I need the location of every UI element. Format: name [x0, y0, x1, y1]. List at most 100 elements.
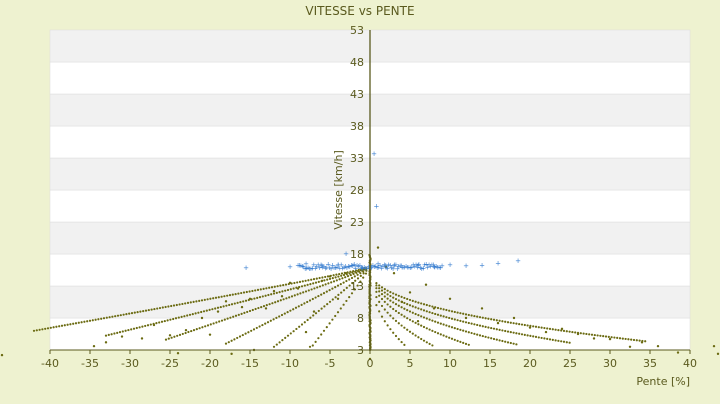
- data-point: [234, 302, 236, 304]
- data-point: [95, 319, 97, 321]
- data-point: [125, 313, 127, 315]
- data-point: [315, 312, 317, 314]
- data-point: [329, 275, 331, 277]
- data-point: [303, 302, 305, 304]
- data-point: [541, 337, 543, 339]
- data-point: [237, 302, 239, 304]
- data-point: [278, 315, 280, 317]
- data-point: [148, 309, 150, 311]
- data-point: [597, 334, 599, 336]
- data-point: [72, 323, 74, 325]
- data-point: [311, 288, 313, 290]
- data-point: [142, 310, 144, 312]
- data-point: [44, 328, 46, 330]
- data-point: [465, 330, 467, 332]
- data-point: +: [303, 260, 309, 268]
- data-point: [283, 298, 285, 300]
- data-point: [566, 330, 568, 332]
- data-point: [233, 338, 235, 340]
- data-point: [169, 319, 171, 321]
- data-point: [253, 297, 255, 299]
- data-point: [557, 329, 559, 331]
- data-point: [287, 289, 289, 291]
- data-point: [176, 304, 178, 306]
- data-point: [639, 340, 641, 342]
- data-point: [343, 274, 345, 276]
- data-point: [473, 323, 475, 325]
- data-point: [496, 339, 498, 341]
- data-point: [317, 295, 319, 297]
- data-point: [362, 277, 364, 279]
- data-point: [440, 308, 442, 310]
- data-point: [529, 335, 531, 337]
- data-point: [580, 332, 582, 334]
- data-point: [246, 311, 248, 313]
- data-point: [465, 313, 467, 315]
- data-point: [105, 341, 107, 343]
- data-point: [406, 317, 408, 319]
- data-point: [392, 308, 394, 310]
- data-point: [378, 284, 380, 286]
- data-point: [198, 300, 200, 302]
- data-point: [329, 301, 331, 303]
- data-point: [281, 339, 283, 341]
- data-point: [395, 303, 397, 305]
- data-point: [301, 285, 303, 287]
- data-point: [164, 320, 166, 322]
- data-point: [443, 315, 445, 317]
- data-point: [190, 301, 192, 303]
- data-point: [241, 313, 243, 315]
- data-point: [392, 317, 394, 319]
- data-point: [295, 307, 297, 309]
- data-point: [204, 299, 206, 301]
- data-point: [321, 276, 323, 278]
- data-point: [329, 289, 331, 291]
- data-point: [270, 320, 272, 322]
- data-point: [305, 280, 307, 282]
- data-point: [507, 330, 509, 332]
- y-tick-label: 3: [357, 344, 364, 357]
- data-point: +: [243, 264, 249, 272]
- data-point: [524, 324, 526, 326]
- data-point: [1, 354, 3, 356]
- data-point: [496, 319, 498, 321]
- data-point: [312, 314, 314, 316]
- data-point: [301, 304, 303, 306]
- data-point: [563, 330, 565, 332]
- data-point: +: [371, 150, 377, 158]
- data-point: [515, 332, 517, 334]
- data-point: [253, 328, 255, 330]
- data-point: [351, 277, 353, 279]
- data-point: [185, 332, 187, 334]
- data-point: [131, 312, 133, 314]
- data-point: [215, 297, 217, 299]
- data-point: [273, 346, 275, 348]
- data-point: [560, 340, 562, 342]
- data-point: [490, 318, 492, 320]
- data-point: [387, 312, 389, 314]
- data-point: [454, 327, 456, 329]
- data-point: [406, 303, 408, 305]
- data-point: [425, 284, 427, 286]
- data-point: [532, 325, 534, 327]
- data-point: [321, 308, 323, 310]
- data-point: [345, 300, 347, 302]
- data-point: [569, 342, 571, 344]
- data-point: [527, 334, 529, 336]
- data-point: [291, 295, 293, 297]
- data-point: [327, 275, 329, 277]
- data-point: [313, 278, 315, 280]
- data-point: [334, 286, 336, 288]
- data-point: [622, 337, 624, 339]
- data-point: [218, 320, 220, 322]
- data-point: [207, 298, 209, 300]
- data-point: [323, 279, 325, 281]
- data-point: [403, 302, 405, 304]
- data-point: [267, 294, 269, 296]
- data-point: +: [287, 263, 293, 271]
- data-point: [326, 326, 328, 328]
- data-point: [569, 331, 571, 333]
- data-point: [375, 304, 377, 306]
- data-point: [297, 287, 299, 289]
